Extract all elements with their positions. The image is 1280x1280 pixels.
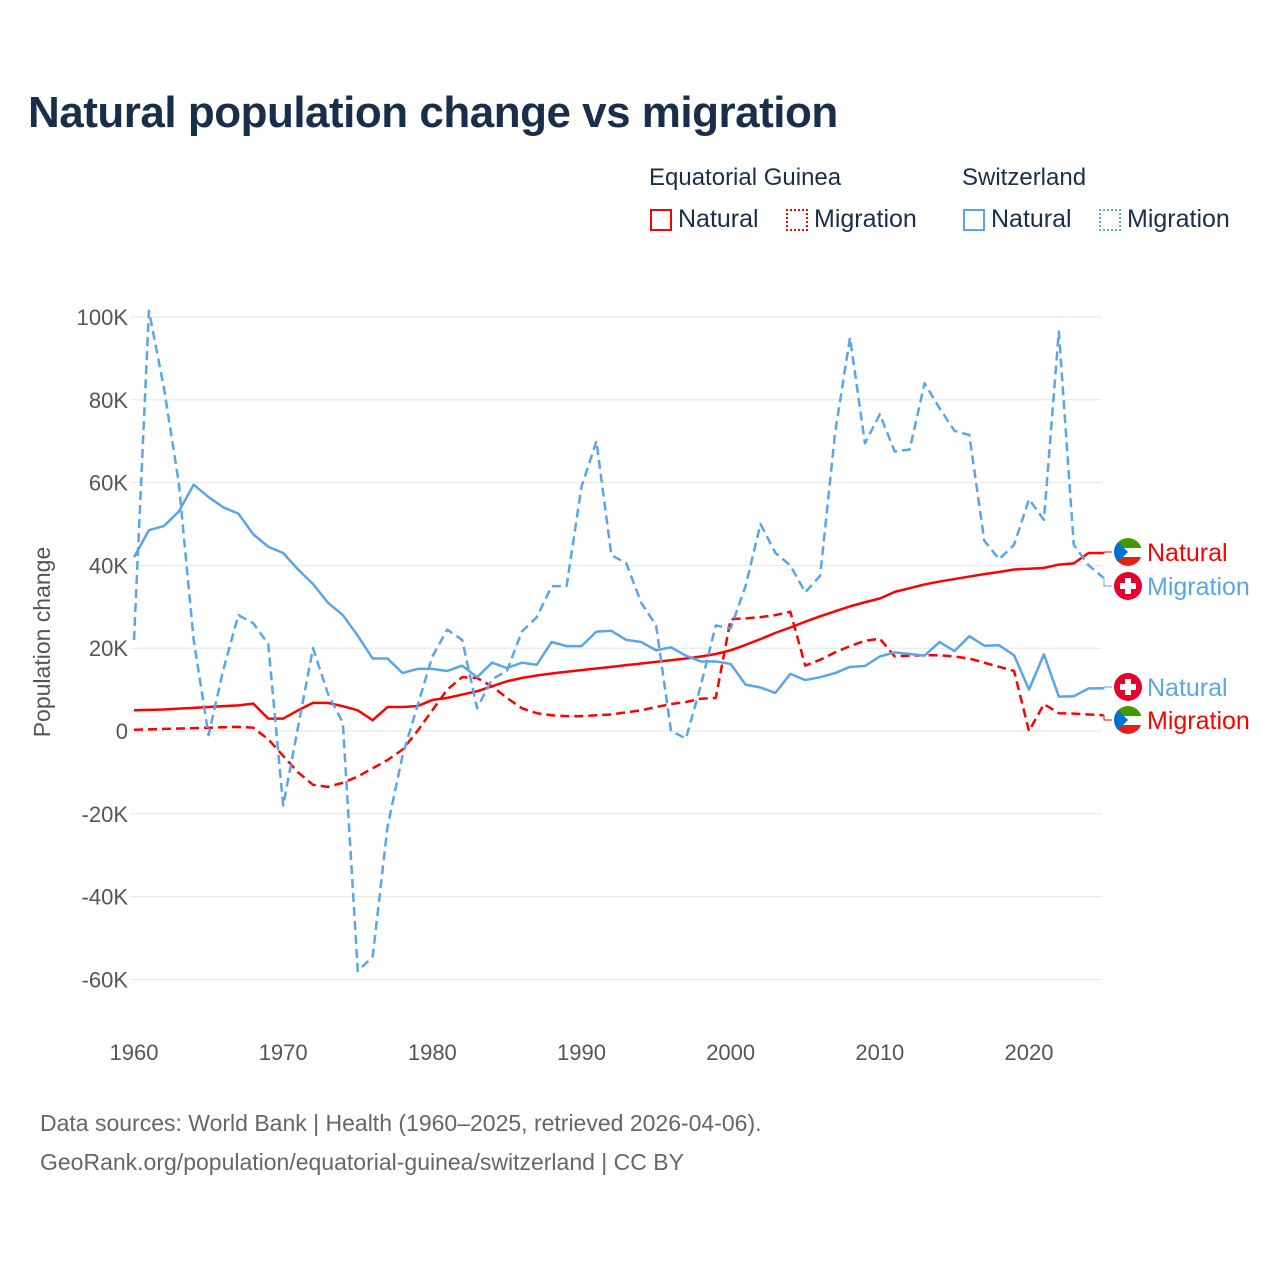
flag-green xyxy=(1114,706,1142,716)
y-axis-label: Population change xyxy=(29,547,55,738)
flag-red xyxy=(1114,725,1142,734)
flag-red xyxy=(1114,557,1142,566)
series-line-equatorial-guinea-migration xyxy=(133,610,1104,789)
equatorial-guinea-flag-icon xyxy=(1114,706,1142,734)
series-end-label: Migration xyxy=(1147,707,1250,735)
y-tick-label: -40K xyxy=(82,885,129,910)
series-end-label: Natural xyxy=(1147,674,1228,702)
flag-body xyxy=(1114,706,1142,734)
legend-label: Natural xyxy=(991,205,1072,233)
series-end-label: Natural xyxy=(1147,539,1228,567)
y-tick-label: 40K xyxy=(89,553,128,578)
label-connector xyxy=(1103,714,1112,721)
legend-swatch-dotted-red xyxy=(786,208,808,231)
x-tick-label: 1980 xyxy=(408,1040,457,1065)
label-connector xyxy=(1103,577,1112,587)
y-tick-label: -60K xyxy=(82,967,129,992)
switzerland-flag-icon xyxy=(1114,572,1142,600)
legend-ch-migration[interactable]: Migration xyxy=(1099,205,1230,234)
flag-triangle xyxy=(1114,706,1128,734)
x-tick-label: 1970 xyxy=(259,1040,308,1065)
legend-group-switzerland: Switzerland xyxy=(962,164,1087,191)
switzerland-flag-icon xyxy=(1114,673,1142,701)
y-tick-label: 20K xyxy=(89,636,128,661)
series-end-label: Migration xyxy=(1147,573,1250,601)
equatorial-guinea-flag-icon xyxy=(1114,538,1142,566)
legend-eg-natural[interactable]: Natural xyxy=(650,205,759,234)
x-tick-label: 2010 xyxy=(855,1040,904,1065)
series-line-equatorial-guinea-natural xyxy=(133,551,1104,722)
x-tick-label: 2020 xyxy=(1005,1040,1054,1065)
legend-ch-natural[interactable]: Natural xyxy=(963,205,1072,234)
legend-group-equatorial-guinea: Equatorial Guinea xyxy=(649,164,842,191)
legend-label: Migration xyxy=(1127,205,1230,233)
series-line-switzerland-natural xyxy=(132,483,1104,698)
chart-title: Natural population change vs migration xyxy=(28,88,838,137)
legend-swatch-solid-red xyxy=(650,208,672,231)
x-tick-label: 2000 xyxy=(706,1040,755,1065)
flag-white xyxy=(1114,716,1142,725)
flag-cross xyxy=(1120,684,1136,690)
y-tick-label: -20K xyxy=(82,802,129,827)
source-line-2[interactable]: GeoRank.org/population/equatorial-guinea… xyxy=(40,1149,684,1175)
y-tick-label: 100K xyxy=(77,305,129,330)
legend-label: Migration xyxy=(814,205,917,233)
y-tick-label: 0 xyxy=(116,719,128,744)
flag-white xyxy=(1114,548,1142,557)
legend-swatch-dotted-blue xyxy=(1099,208,1121,231)
series-line-switzerland-migration xyxy=(132,309,1105,973)
legend-swatch-solid-blue xyxy=(963,208,985,231)
flag-triangle xyxy=(1114,538,1128,566)
flag-body xyxy=(1114,538,1142,566)
legend-label: Natural xyxy=(678,205,759,233)
source-line-1: Data sources: World Bank | Health (1960–… xyxy=(40,1110,762,1136)
flag-green xyxy=(1114,538,1142,548)
y-tick-label: 60K xyxy=(89,471,128,496)
legend-eg-migration[interactable]: Migration xyxy=(786,205,917,234)
label-connector xyxy=(1103,686,1112,689)
y-tick-label: 80K xyxy=(89,388,128,413)
label-connector xyxy=(1103,551,1112,554)
x-tick-label: 1960 xyxy=(110,1040,159,1065)
x-tick-label: 1990 xyxy=(557,1040,606,1065)
flag-cross xyxy=(1120,583,1136,589)
